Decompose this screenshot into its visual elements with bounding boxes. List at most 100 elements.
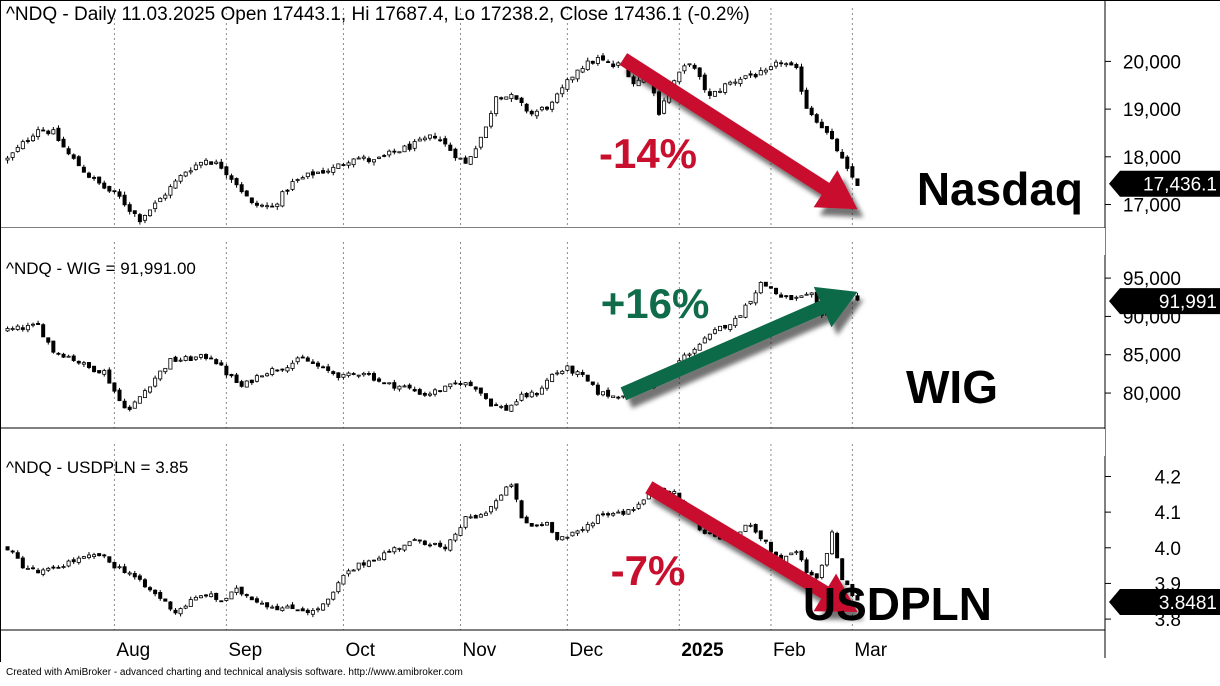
candle-body bbox=[478, 136, 483, 148]
x-tick-label: Aug bbox=[116, 640, 150, 661]
candle-body bbox=[30, 135, 35, 142]
candle-body bbox=[382, 155, 387, 157]
candle-body bbox=[305, 357, 310, 362]
candle-body bbox=[728, 324, 733, 330]
candle-body bbox=[407, 384, 412, 389]
candle-body bbox=[377, 378, 382, 382]
candle-body bbox=[148, 587, 153, 591]
candle-body bbox=[835, 138, 840, 152]
candle-body bbox=[672, 491, 677, 494]
candle-body bbox=[570, 365, 575, 374]
x-tick-label: 2025 bbox=[681, 640, 724, 661]
candle-body bbox=[137, 575, 142, 580]
candle-body bbox=[468, 381, 473, 387]
candle-body bbox=[117, 566, 122, 569]
candle-body bbox=[310, 171, 315, 176]
chart-title: ^NDQ - Daily 11.03.2025 Open 17443.1, Hi… bbox=[6, 4, 750, 25]
candle-body bbox=[707, 532, 712, 535]
candle-body bbox=[326, 170, 331, 173]
candle-body bbox=[514, 483, 519, 500]
candle-body bbox=[560, 536, 565, 541]
candle-body bbox=[595, 57, 600, 64]
candle-body bbox=[36, 569, 41, 574]
candle-body bbox=[183, 605, 188, 609]
trend-arrow bbox=[619, 53, 858, 210]
candle-body bbox=[163, 194, 168, 199]
candle-body bbox=[840, 558, 845, 581]
candle-body bbox=[412, 388, 417, 392]
candle-body bbox=[239, 381, 244, 387]
candle-body bbox=[188, 356, 193, 361]
candle-body bbox=[107, 369, 112, 384]
candle-body bbox=[600, 513, 605, 516]
candle-body bbox=[193, 164, 198, 170]
candle-body bbox=[738, 78, 743, 84]
candle-body bbox=[458, 157, 463, 160]
candle-body bbox=[463, 516, 468, 528]
candle-body bbox=[41, 129, 46, 132]
candle-body bbox=[499, 494, 504, 501]
candle-body bbox=[595, 514, 600, 524]
candle-body bbox=[585, 374, 590, 382]
candle-body bbox=[422, 392, 427, 396]
candle-body bbox=[519, 97, 524, 104]
candle-body bbox=[71, 559, 76, 563]
candle-body bbox=[387, 550, 392, 553]
candle-body bbox=[799, 295, 804, 298]
candle-body bbox=[478, 387, 483, 394]
candle-body bbox=[122, 400, 127, 409]
candle-body bbox=[804, 89, 809, 109]
candle-body bbox=[534, 524, 539, 527]
candle-body bbox=[92, 554, 97, 557]
candle-body bbox=[504, 405, 509, 411]
candle-body bbox=[270, 368, 275, 375]
candle-body bbox=[539, 387, 544, 395]
candle-body bbox=[377, 557, 382, 561]
candle-body bbox=[463, 382, 468, 386]
candle-body bbox=[529, 110, 534, 115]
candle-body bbox=[845, 580, 850, 586]
instrument-label: WIG bbox=[906, 361, 998, 413]
candle-body bbox=[784, 295, 789, 298]
candle-body bbox=[290, 604, 295, 610]
candle-body bbox=[331, 166, 336, 173]
candle-body bbox=[254, 598, 259, 603]
candle-body bbox=[15, 147, 20, 152]
candle-body bbox=[692, 64, 697, 69]
candle-body bbox=[351, 373, 356, 375]
candle-body bbox=[687, 353, 692, 356]
change-annotation: +16% bbox=[601, 280, 710, 327]
candle-body bbox=[539, 106, 544, 111]
candle-body bbox=[575, 530, 580, 534]
candle-body bbox=[209, 593, 214, 597]
candle-body bbox=[142, 390, 147, 399]
candle-body bbox=[824, 553, 829, 566]
candle-body bbox=[468, 516, 473, 519]
candle-body bbox=[41, 569, 46, 575]
candle-body bbox=[483, 512, 488, 516]
candle-body bbox=[483, 393, 488, 399]
candle-body bbox=[387, 382, 392, 385]
date-strip bbox=[0, 429, 1105, 456]
candle-body bbox=[341, 164, 346, 166]
y-tick-label: 3.8 bbox=[1155, 610, 1181, 631]
y-tick-label: 4.1 bbox=[1155, 503, 1181, 524]
candle-body bbox=[580, 371, 585, 375]
candle-body bbox=[183, 356, 188, 361]
candle-body bbox=[712, 329, 717, 334]
candle-body bbox=[270, 606, 275, 609]
candle-body bbox=[509, 484, 514, 487]
candle-body bbox=[270, 205, 275, 208]
candle-body bbox=[56, 352, 61, 355]
candle-body bbox=[550, 522, 555, 533]
candle-body bbox=[239, 184, 244, 193]
y-tick-label: 4.0 bbox=[1155, 539, 1181, 560]
candle-body bbox=[509, 404, 514, 412]
candle-body bbox=[351, 569, 356, 572]
candle-body bbox=[392, 382, 397, 389]
y-tick-label: 95,000 bbox=[1123, 269, 1181, 290]
candle-body bbox=[214, 592, 219, 600]
chart-panel-2: 80,00085,00090,00095,000AugSepOctNovDec2… bbox=[0, 228, 1220, 456]
candle-body bbox=[565, 365, 570, 371]
candle-body bbox=[590, 60, 595, 64]
